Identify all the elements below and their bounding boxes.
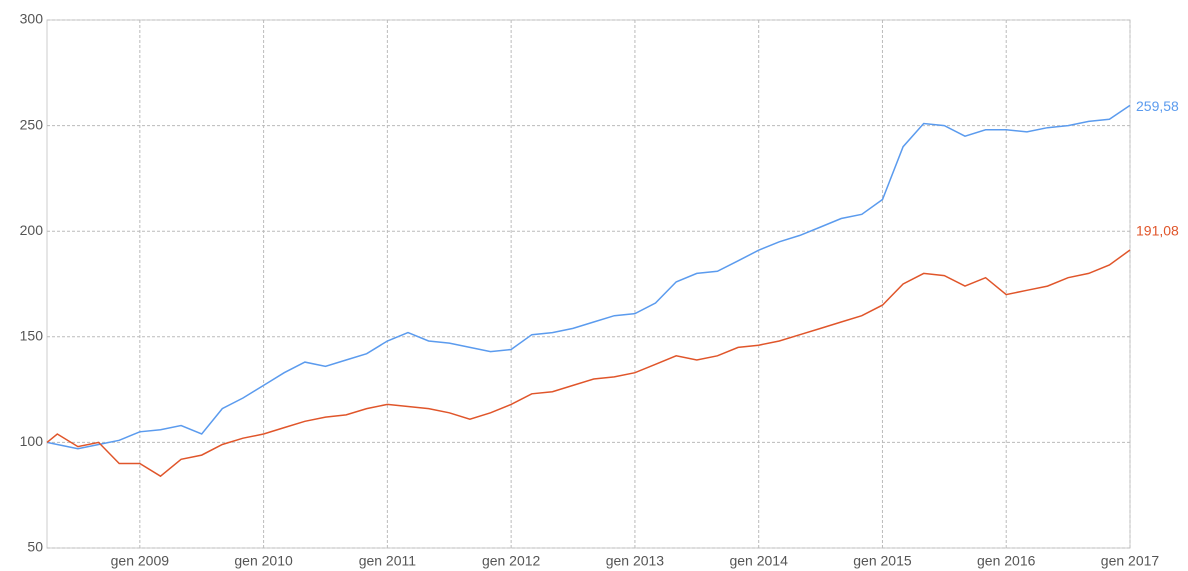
x-tick-label: gen 2009 [111, 553, 170, 569]
y-tick-label: 250 [20, 116, 44, 132]
x-tick-label: gen 2016 [977, 553, 1036, 569]
y-tick-label: 100 [20, 433, 44, 449]
x-tick-label: gen 2011 [359, 553, 417, 569]
y-tick-label: 150 [20, 328, 44, 344]
x-tick-label: gen 2012 [482, 553, 541, 569]
line-series [46, 249, 1131, 478]
end-value-label: 259,58 [1136, 98, 1179, 114]
y-tick-label: 300 [20, 11, 44, 27]
y-tick-label: 200 [20, 222, 44, 238]
x-tick-label: gen 2010 [234, 553, 293, 569]
x-tick-label: gen 2015 [853, 553, 912, 569]
y-tick-label: 50 [27, 539, 43, 555]
x-tick-label: gen 2013 [606, 553, 665, 569]
end-value-label: 191,08 [1136, 223, 1179, 239]
x-tick-label: gen 2017 [1101, 553, 1160, 569]
line-series [46, 104, 1131, 450]
plot-frame [46, 19, 1131, 549]
x-tick-label: gen 2014 [729, 553, 788, 569]
